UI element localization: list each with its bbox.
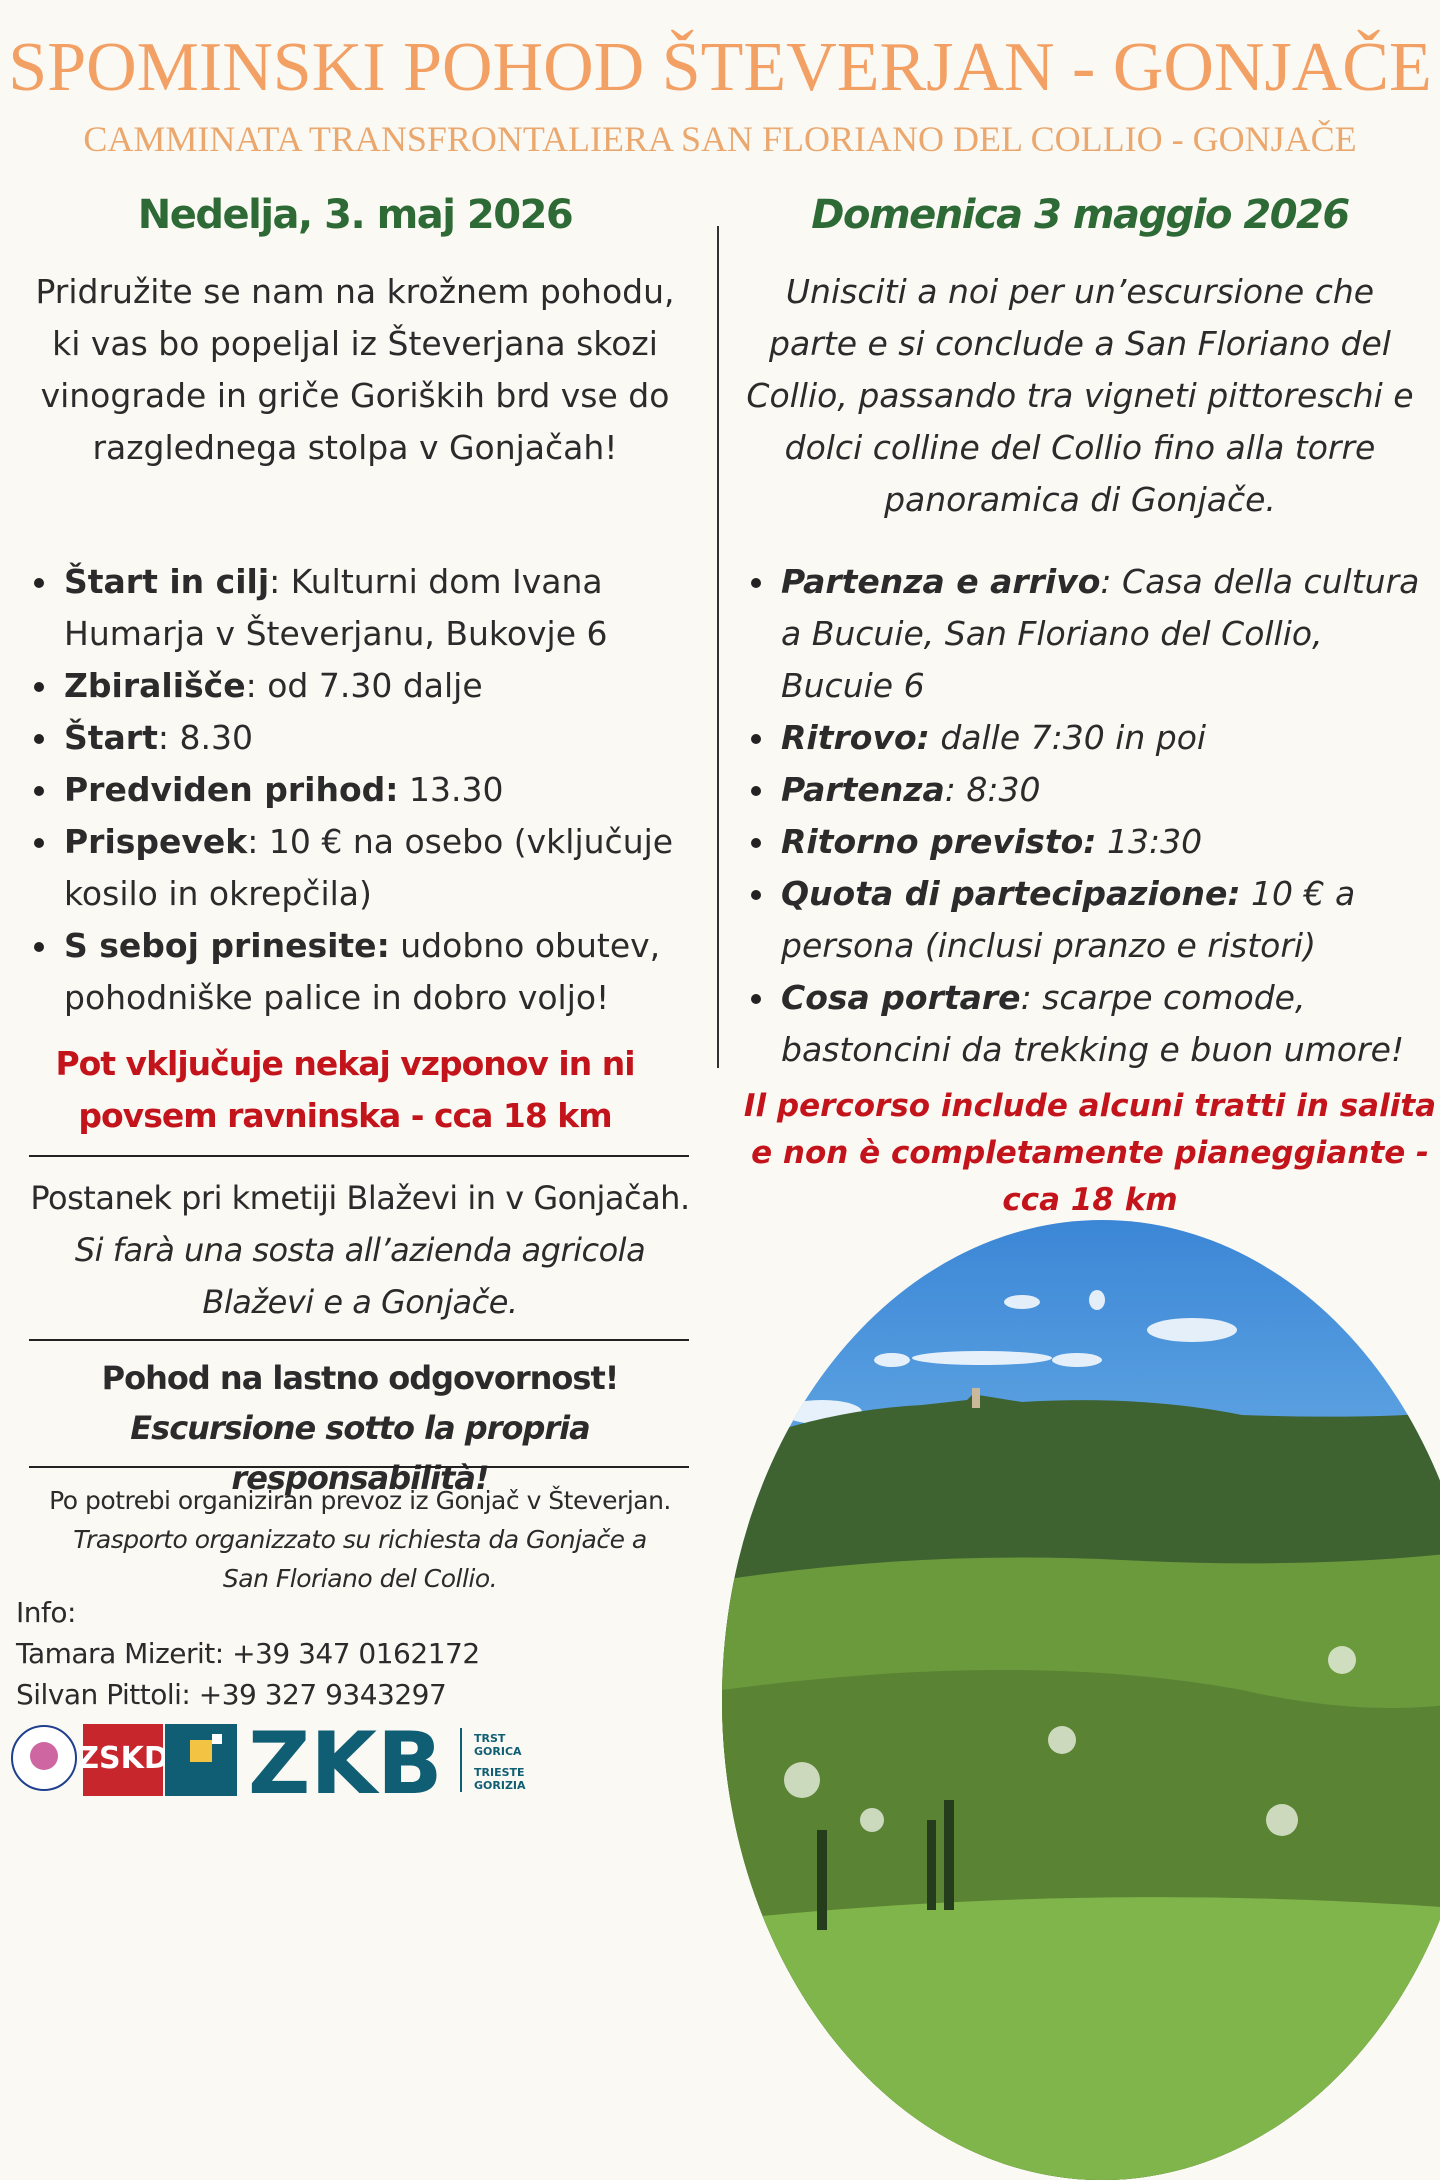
divider (29, 1466, 689, 1468)
zkb-text: ZKB (248, 1720, 443, 1796)
transport-italian: Trasporto organizzato su richiesta da Go… (73, 1525, 647, 1593)
info-label: Info: (16, 1596, 76, 1629)
contact-silvan: Silvan Pittoli: +39 327 9343297 (16, 1678, 447, 1711)
list-item: Predviden prihod: 13.30 (28, 764, 698, 816)
contact-info: Info: Tamara Mizerit: +39 347 0162172 Si… (16, 1592, 480, 1715)
item-separator: : (944, 770, 967, 809)
responsibility-italian: Escursione sotto la propria responsabili… (130, 1409, 590, 1497)
item-separator (1096, 822, 1107, 861)
item-value: Casa della cultura a Bucuie, San Florian… (781, 562, 1420, 705)
list-item: Partenza e arrivo: Casa della cultura a … (745, 556, 1435, 712)
item-label: Zbirališče (64, 666, 246, 705)
stop-italian: Si farà una sosta all’azienda agricola B… (74, 1231, 646, 1321)
intro-slovene: Pridružite se nam na krožnem pohodu, ki … (35, 272, 675, 467)
item-separator (390, 926, 401, 965)
item-label: Cosa portare (781, 978, 1021, 1017)
item-label: Ritrovo: (781, 718, 930, 757)
item-label: Partenza e arrivo (781, 562, 1101, 601)
item-separator (1241, 874, 1252, 913)
item-separator: : (245, 666, 268, 705)
contact-tamara: Tamara Mizerit: +39 347 0162172 (16, 1637, 480, 1670)
item-label: Štart (64, 718, 158, 757)
transport-slovene: Po potrebi organiziran prevoz iz Gonjač … (49, 1486, 671, 1515)
zkb-sub: GORIZIA (474, 1779, 526, 1792)
column-divider (717, 226, 719, 1068)
kd-briski-gric-logo (11, 1725, 77, 1791)
list-item: Zbirališče: od 7.30 dalje (28, 660, 698, 712)
landscape-photo (722, 1220, 1440, 2180)
item-label: Predviden prihod: (64, 770, 399, 809)
date-italian: Domenica 3 maggio 2026 (811, 192, 1350, 238)
zkb-sub: GORICA (474, 1745, 522, 1758)
sponsor-logos: ZSKD ZKB TRST GORICA TRIESTE GORIZIA (11, 1720, 526, 1796)
item-value: od 7.30 dalje (267, 666, 483, 705)
item-separator (930, 718, 941, 757)
date-slovene: Nedelja, 3. maj 2026 (137, 192, 574, 238)
list-item: Štart: 8.30 (28, 712, 698, 764)
list-item: Quota di partecipazione: 10 € a persona … (745, 868, 1435, 972)
list-item: Prispevek: 10 € na osebo (vključuje kosi… (28, 816, 698, 920)
item-separator: : (1100, 562, 1123, 601)
item-label: Štart in cilj (64, 562, 270, 601)
item-separator: : (157, 718, 180, 757)
item-value: Kulturni dom Ivana Humarja v Števerjanu,… (64, 562, 608, 653)
item-label: Partenza (781, 770, 945, 809)
stop-info: Postanek pri kmetiji Blaževi in v Gonjač… (20, 1172, 700, 1328)
item-separator (398, 770, 409, 809)
item-value: 10 € a persona (inclusi pranzo e ristori… (781, 874, 1356, 965)
zkb-sub: TRST (474, 1732, 506, 1745)
page-title: SPOMINSKI POHOD ŠTEVERJAN - GONJAČE (8, 29, 1432, 106)
list-item: Partenza: 8:30 (745, 764, 1435, 816)
item-value: udobno obutev, pohodniške palice in dobr… (64, 926, 661, 1017)
item-separator: : (247, 822, 269, 861)
item-value: 13.30 (408, 770, 504, 809)
details-list-slovene: Štart in cilj: Kulturni dom Ivana Humarj… (28, 556, 698, 1024)
divider (29, 1339, 689, 1341)
transport-info: Po potrebi organiziran prevoz iz Gonjač … (20, 1481, 700, 1598)
item-value: scarpe comode, bastoncini da trekking e … (781, 978, 1405, 1069)
item-value: 13:30 (1106, 822, 1203, 861)
item-separator: : (269, 562, 291, 601)
item-label: Ritorno previsto: (781, 822, 1097, 861)
item-value: dalle 7:30 in poi (940, 718, 1207, 757)
list-item: Ritorno previsto: 13:30 (745, 816, 1435, 868)
responsibility-slovene: Pohod na lastno odgovornost! (101, 1359, 620, 1397)
divider (29, 1155, 689, 1157)
zkb-logo: ZKB TRST GORICA TRIESTE GORIZIA (165, 1720, 526, 1796)
intro-italian: Unisciti a noi per un’escursione che par… (746, 272, 1414, 519)
zskd-logo: ZSKD (77, 1724, 169, 1796)
stop-slovene: Postanek pri kmetiji Blaževi in v Gonjač… (30, 1179, 690, 1217)
item-label: S seboj prinesite: (64, 926, 390, 965)
item-value: 8.30 (179, 718, 253, 757)
vineyard-hills-illustration (722, 1290, 1440, 2180)
responsibility-notice: Pohod na lastno odgovornost! Escursione … (20, 1353, 700, 1503)
item-label: Prispevek (64, 822, 248, 861)
item-value: 8:30 (966, 770, 1041, 809)
item-label: Quota di partecipazione: (781, 874, 1241, 913)
route-note-slovene: Pot vključuje nekaj vzponov in ni povsem… (55, 1044, 635, 1135)
item-value: 10 € na osebo (vključuje kosilo in okrep… (64, 822, 674, 913)
route-note-italian: Il percorso include alcuni tratti in sal… (743, 1088, 1437, 1218)
list-item: S seboj prinesite: udobno obutev, pohodn… (28, 920, 698, 1024)
zskd-text: ZSKD (77, 1741, 169, 1776)
zkb-sub: TRIESTE (474, 1766, 525, 1779)
page-subtitle: CAMMINATA TRANSFRONTALIERA SAN FLORIANO … (83, 119, 1357, 159)
details-list-italian: Partenza e arrivo: Casa della cultura a … (745, 556, 1435, 1076)
list-item: Štart in cilj: Kulturni dom Ivana Humarj… (28, 556, 698, 660)
item-separator: : (1020, 978, 1043, 1017)
list-item: Cosa portare: scarpe comode, bastoncini … (745, 972, 1435, 1076)
list-item: Ritrovo: dalle 7:30 in poi (745, 712, 1435, 764)
